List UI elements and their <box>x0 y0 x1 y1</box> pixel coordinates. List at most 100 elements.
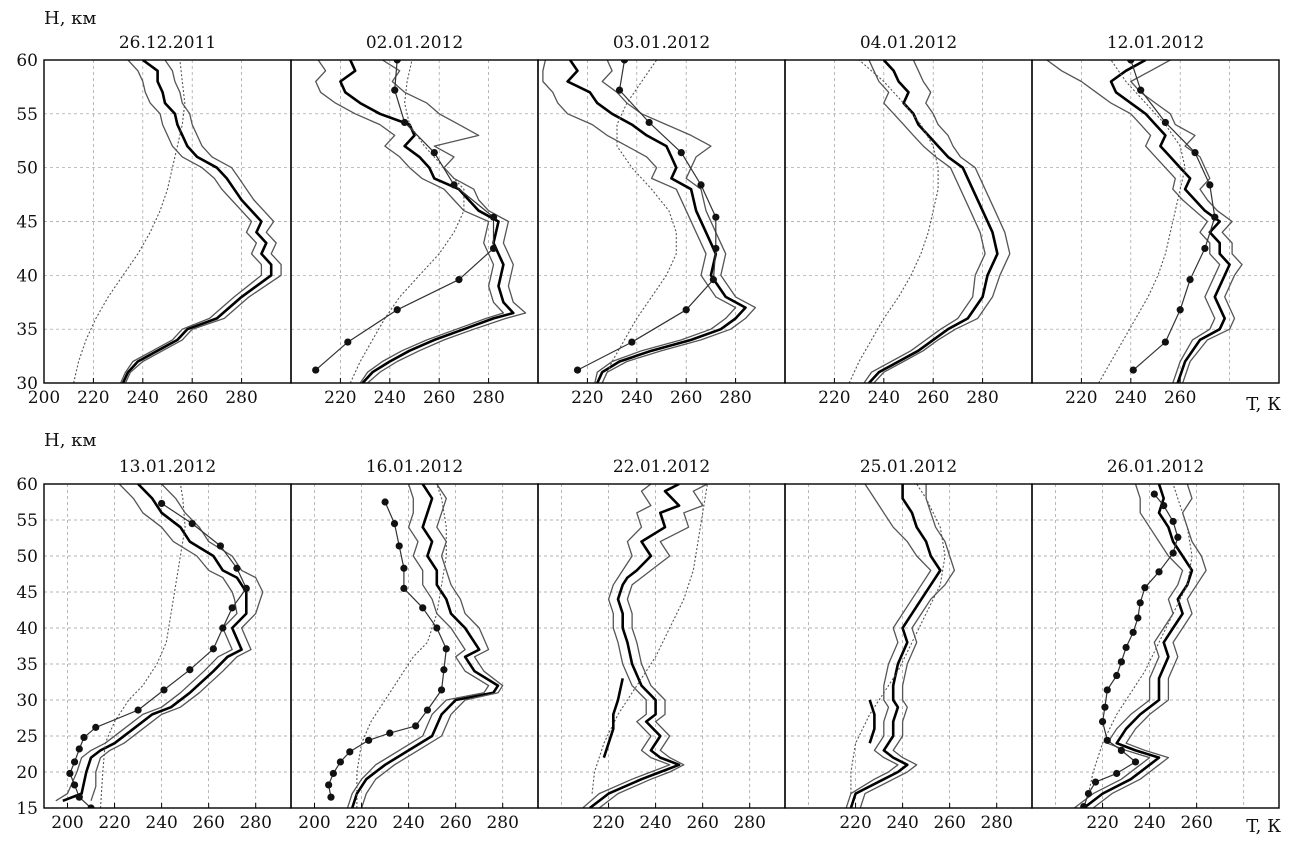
series-marker <box>395 542 403 550</box>
x-tick-label: 240 <box>868 388 900 408</box>
series-marker <box>80 733 88 742</box>
series-marker <box>233 564 241 572</box>
series-line-thin <box>1130 60 1243 383</box>
panel-title: 16.01.2012 <box>366 457 463 477</box>
x-tick-label: 200 <box>298 813 330 833</box>
x-tick-label: 260 <box>423 388 455 408</box>
series-marker <box>401 118 409 127</box>
series-marker <box>645 118 653 127</box>
x-tick-label: 200 <box>51 813 83 833</box>
panel-title: 26.01.2012 <box>1107 457 1204 477</box>
series-marker <box>216 542 225 550</box>
series-line-dotted <box>850 484 946 794</box>
series-marker <box>329 769 337 778</box>
series-marker <box>1169 517 1177 526</box>
panel-title: 25.01.2012 <box>860 457 957 477</box>
series-marker <box>1161 338 1169 346</box>
x-tick-label: 280 <box>486 813 518 833</box>
series-marker <box>455 276 463 284</box>
series-line-thin <box>346 484 490 808</box>
series-marker <box>393 306 401 314</box>
chart-panel-7: 200 220 240 260 280 16.01.2012 <box>290 457 539 833</box>
x-tick-label: 280 <box>225 388 257 408</box>
series-marker <box>393 60 401 64</box>
series-marker <box>87 804 95 808</box>
series-marker <box>312 366 320 374</box>
panel-frame <box>290 483 539 809</box>
series-line-thin <box>315 60 505 383</box>
series-group <box>325 484 504 808</box>
series-line-dotted <box>1087 484 1193 794</box>
series-group <box>312 60 527 383</box>
y-tick-label: 40 <box>16 619 38 639</box>
series-line-dotted <box>356 484 447 808</box>
series-marker <box>327 793 335 801</box>
x-tick-label: 260 <box>176 388 208 408</box>
series-marker <box>1176 306 1184 314</box>
y-axis-title-row-2: H, км <box>44 430 96 451</box>
series-marker <box>344 338 352 346</box>
x-tick-label: 260 <box>1180 813 1212 833</box>
series-line-thin <box>367 60 527 383</box>
series-line-thin <box>55 484 238 802</box>
series-marker <box>1103 686 1111 694</box>
series-line-thin <box>582 484 671 808</box>
series-marker <box>1080 802 1088 808</box>
panel-title: 04.01.2012 <box>860 33 957 53</box>
series-group <box>582 484 708 808</box>
y-tick-label: 60 <box>16 51 38 71</box>
series-marker <box>1129 366 1137 374</box>
series-marker <box>1155 568 1163 576</box>
series-marker <box>391 86 399 94</box>
series-line-thin <box>124 60 282 383</box>
series-marker <box>400 584 408 593</box>
row-labels-layer: H, км T, К H, км T, К <box>44 8 1281 837</box>
series-marker <box>442 645 450 653</box>
x-tick-label: 260 <box>1164 388 1196 408</box>
series-group <box>73 60 282 383</box>
y-axis-title-row-1: H, км <box>44 8 96 29</box>
chart-panel-4: 220 240 260 280 04.01.2012 <box>784 33 1033 408</box>
series-marker <box>412 722 420 730</box>
series-line-thin <box>1092 484 1207 808</box>
series-line-dotted <box>591 484 708 794</box>
series-marker <box>92 723 100 731</box>
x-tick-label: 240 <box>127 388 159 408</box>
series-marker <box>1174 533 1182 541</box>
series-line-bold <box>350 484 500 808</box>
series-line-thin <box>845 484 932 808</box>
series-line-marked <box>328 501 447 798</box>
panel-title: 22.01.2012 <box>613 457 710 477</box>
series-line-bold <box>589 484 681 808</box>
series-group <box>848 60 1011 383</box>
series-marker <box>381 498 389 506</box>
panel-title: 26.12.2011 <box>119 33 216 53</box>
panels-layer: 200 220 240 260 2803035404550556026.12.20112… <box>16 33 1280 833</box>
y-tick-label: 55 <box>16 105 38 125</box>
series-marker <box>573 366 582 374</box>
x-tick-label: 260 <box>192 813 224 833</box>
series-marker <box>1113 671 1121 680</box>
y-tick-label: 45 <box>16 583 38 603</box>
series-line-marked <box>577 60 717 371</box>
x-tick-label: 220 <box>839 813 871 833</box>
series-group <box>1046 60 1243 383</box>
y-tick-label: 60 <box>16 475 38 495</box>
series-marker <box>440 666 448 674</box>
series-marker <box>1129 628 1137 636</box>
series-marker <box>1161 118 1169 127</box>
series-marker <box>75 745 83 753</box>
panel-frame <box>1031 59 1280 384</box>
series-line-thin <box>598 484 708 808</box>
series-marker <box>346 748 354 756</box>
series-group <box>1073 484 1207 808</box>
series-marker <box>1098 718 1107 726</box>
series-line-dotted <box>1098 60 1186 383</box>
panel-frame <box>784 483 1033 809</box>
series-line-bold <box>339 60 515 383</box>
series-marker <box>712 244 720 253</box>
x-tick-label: 280 <box>966 388 998 408</box>
series-line-thin <box>90 484 264 802</box>
panel-frame <box>1031 483 1280 809</box>
